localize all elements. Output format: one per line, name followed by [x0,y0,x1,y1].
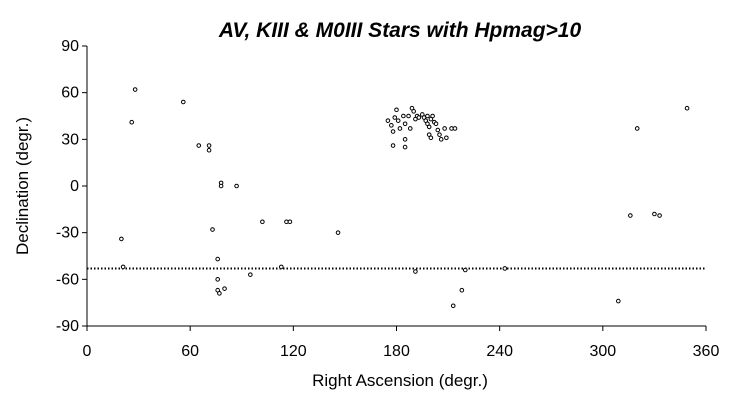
data-point [196,143,202,148]
x-tick-label: 0 [83,343,92,360]
data-point [459,287,465,293]
x-tick-label: 120 [280,343,307,360]
data-point [206,143,212,148]
data-point [260,219,265,225]
data-point [634,126,640,131]
data-point [222,286,227,291]
data-points [119,87,690,309]
data-point [335,230,341,235]
data-point [411,109,416,114]
y-tick-label: -60 [56,271,79,288]
data-point [287,219,293,225]
data-point [392,115,398,120]
data-point [385,118,391,123]
data-point [278,264,284,270]
plot-area [86,46,706,327]
data-point [684,105,690,111]
data-point [433,121,439,127]
y-tick-label: 0 [70,178,79,195]
data-point [406,113,411,119]
x-tick-label: 60 [181,343,199,360]
data-point [438,137,444,142]
data-point [215,277,220,282]
data-point [215,256,220,262]
data-point [502,266,508,271]
data-point [425,113,430,119]
data-point [401,113,406,119]
data-point [462,267,468,273]
data-point [119,236,124,242]
data-point [452,126,458,131]
x-tick-label: 180 [383,343,410,360]
data-point [397,126,403,131]
data-point [129,119,135,125]
data-point [413,269,418,274]
y-tick-label: 30 [61,131,79,148]
data-point [248,272,253,277]
y-axis-label: Declination (degr.) [13,117,32,255]
data-point [210,227,215,232]
data-point [652,211,657,217]
y-tick-label: 90 [61,38,79,55]
data-point [426,124,432,130]
data-point [206,147,212,153]
x-tick-label: 360 [693,343,720,360]
x-tick-label: 300 [589,343,616,360]
data-point [407,126,413,131]
x-tick-label: 240 [486,343,513,360]
y-tick-label: 60 [61,85,79,102]
data-point [120,264,126,270]
data-point [416,115,422,120]
data-point [390,143,396,148]
data-point [442,126,447,131]
y-axis-ticks: 90 60 30 0 -30 -60 -90 [56,38,87,335]
y-tick-label: -30 [56,225,79,242]
chart-title: AV, KIII & M0III Stars with Hpmag>10 [218,19,582,42]
data-point [437,132,442,137]
data-point [616,298,621,304]
x-axis-ticks: 0 60 120 180 240 300 360 [83,326,720,360]
data-point [234,183,239,189]
x-axis-label: Right Ascension (degr.) [312,371,488,390]
data-point [435,127,441,133]
data-point [657,213,662,218]
y-tick-label: -90 [56,318,79,335]
data-point [394,107,399,113]
data-point [428,135,434,141]
data-point [389,123,394,128]
data-point [430,113,435,119]
data-point [390,129,396,134]
data-point [450,303,456,309]
data-point [628,213,633,218]
data-point [402,144,408,150]
data-point [217,291,222,296]
data-point [180,99,186,105]
data-point [402,121,408,127]
data-point [444,135,449,141]
data-point [218,183,224,189]
data-point [132,87,138,92]
data-point [395,118,401,123]
data-point [402,137,408,142]
